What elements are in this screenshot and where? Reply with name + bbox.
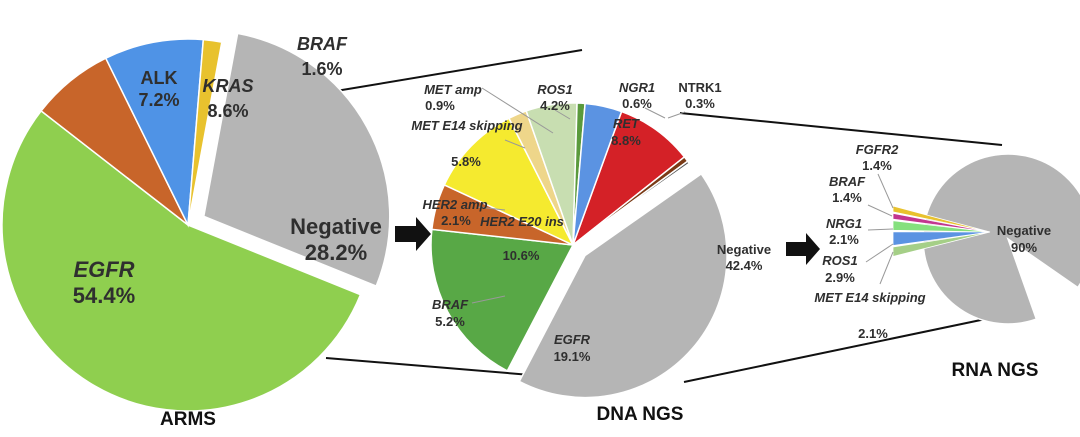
arms-slice-kras (104, 38, 205, 228)
leader-line-met-e14-rna (879, 251, 894, 285)
dna-label-ros1: ROS1 (537, 82, 572, 97)
dna-slice-her2-e20-ins (443, 117, 575, 247)
leader-line-nrg1 (867, 228, 894, 231)
dna-label-ntrk1: NTRK1 (678, 80, 721, 95)
dna-label-braf: BRAF (432, 297, 469, 312)
dna-value-met-e14: 5.8% (451, 154, 481, 169)
arms-value-kras: 8.6% (207, 101, 248, 121)
dna-value-met-amp: 0.9% (425, 98, 455, 113)
arms-value-alk: 7.2% (138, 90, 179, 110)
leader-line-ros1 (554, 109, 571, 120)
rna-label-negative: Negative (997, 223, 1051, 238)
arms-label-egfr: EGFR (73, 257, 134, 282)
leader-line-ngr1 (644, 107, 666, 119)
rna-slice-fgfr2 (892, 205, 991, 233)
arms-value-egfr: 54.4% (73, 283, 135, 308)
rna-label-fgfr2: FGFR2 (856, 142, 899, 157)
dna-label-met-amp: MET amp (424, 82, 482, 97)
leader-line-braf-dna (471, 295, 506, 304)
rna-value-ros1: 2.9% (825, 270, 855, 285)
rna-label-nrg1: NRG1 (826, 216, 862, 231)
leader-line-braf-rna (867, 204, 893, 217)
rna-slice-ros1 (892, 231, 991, 246)
rna-label-met-e14: MET E14 skipping (814, 290, 925, 305)
rna-value-braf: 1.4% (832, 190, 862, 205)
dna-label-met-e14: MET E14 skipping (411, 118, 522, 133)
dna-label-negative: Negative (717, 242, 771, 257)
rna-value-fgfr2: 1.4% (862, 158, 892, 173)
dna-value-her2-e20: 10.6% (503, 248, 540, 263)
dna-slice-negative (518, 172, 728, 399)
leader-line-her2-amp (477, 206, 506, 211)
rna-value-negative: 90% (1011, 240, 1037, 255)
rna-value-met-e14: 2.1% (858, 326, 888, 341)
arms-label-alk: ALK (141, 68, 178, 88)
rna-slice-nrg1 (892, 220, 991, 233)
rna-value-nrg1: 2.1% (829, 232, 859, 247)
arms-title: ARMS (160, 409, 216, 430)
arrow-arms-to-dna (395, 217, 431, 251)
rna-slice-negative (922, 153, 1080, 325)
dna-value-ntrk1: 0.3% (685, 96, 715, 111)
leader-line-met-amp (481, 87, 554, 134)
arms-label-negative: Negative (290, 214, 382, 239)
dna-ngs-pie (430, 102, 728, 399)
dna-value-ret: 8.8% (611, 133, 641, 148)
funnel-line-top-dna-rna (679, 112, 1003, 146)
dna-value-negative: 42.4% (726, 258, 763, 273)
dna-slice-ros1 (572, 102, 623, 246)
rna-label-ros1: ROS1 (822, 253, 857, 268)
leader-line-ros1-rna (865, 243, 894, 263)
dna-label-her2-amp: HER2 amp (422, 197, 487, 212)
leader-line-ntrk1 (667, 111, 686, 119)
arrow-dna-to-rna (786, 233, 820, 265)
rna-label-braf: BRAF (829, 174, 866, 189)
dna-value-her2-amp: 2.1% (441, 213, 471, 228)
funnel-line-top-arms-dna (329, 49, 583, 93)
dna-value-egfr: 19.1% (554, 349, 591, 364)
rna-ngs-title: RNA NGS (952, 360, 1039, 381)
arms-slice-egfr (1, 109, 362, 412)
dna-slice-egfr (430, 228, 575, 372)
dna-value-braf: 5.2% (435, 314, 465, 329)
rna-slice-braf (892, 212, 991, 233)
dna-label-her2-e20: HER2 E20 ins (480, 214, 564, 229)
funnel-line-bottom-dna-rna (683, 315, 1001, 383)
dna-value-ngr1: 0.6% (622, 96, 652, 111)
arms-value-negative: 28.2% (305, 240, 367, 265)
rna-slice-met-e14-skipping (892, 231, 991, 258)
dna-label-ngr1: NGR1 (619, 80, 655, 95)
leader-line-met-e14 (504, 139, 526, 149)
dna-label-ret: RET (613, 116, 640, 131)
dna-ngs-title: DNA NGS (597, 404, 684, 425)
leader-line-fgfr2 (877, 173, 894, 209)
arms-value-braf: 1.6% (301, 59, 342, 79)
arms-slice-negative (202, 32, 391, 287)
dna-value-ros1: 4.2% (540, 98, 570, 113)
dna-slice-ntrk1 (572, 160, 691, 246)
arms-pie (1, 32, 391, 412)
arms-slice-braf (187, 38, 223, 226)
arms-label-braf: BRAF (297, 34, 348, 54)
arms-label-kras: KRAS (202, 76, 253, 96)
rna-ngs-pie (892, 153, 1080, 325)
dna-label-egfr: EGFR (554, 332, 591, 347)
